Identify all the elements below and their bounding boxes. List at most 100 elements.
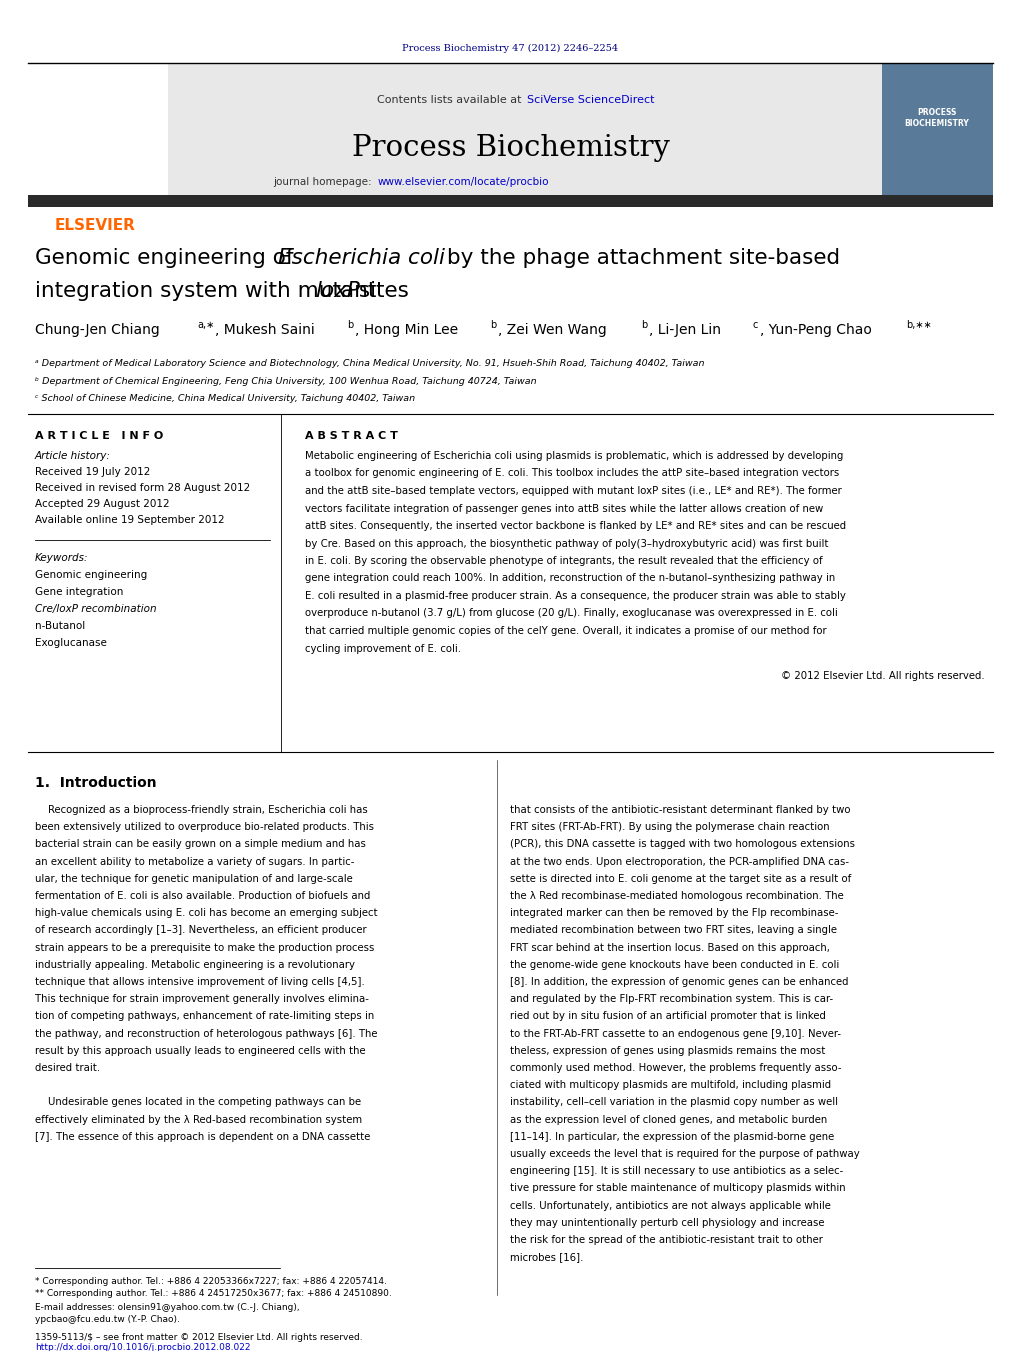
Text: Escherichia coli: Escherichia coli	[278, 249, 445, 267]
Text: the genome-wide gene knockouts have been conducted in E. coli: the genome-wide gene knockouts have been…	[510, 959, 839, 970]
Bar	[28, 63, 168, 195]
Text: Metabolic engineering of Escherichia coli using plasmids is problematic, which i: Metabolic engineering of Escherichia col…	[305, 451, 843, 461]
Text: bacterial strain can be easily grown on a simple medium and has: bacterial strain can be easily grown on …	[35, 839, 366, 850]
Text: Genomic engineering of: Genomic engineering of	[35, 249, 300, 267]
Text: a toolbox for genomic engineering of E. coli. This toolbox includes the attP sit: a toolbox for genomic engineering of E. …	[305, 469, 839, 478]
Text: fermentation of E. coli is also available. Production of biofuels and: fermentation of E. coli is also availabl…	[35, 892, 371, 901]
Text: b: b	[641, 320, 647, 330]
Text: integrated marker can then be removed by the Flp recombinase-: integrated marker can then be removed by…	[510, 908, 838, 919]
Text: b: b	[347, 320, 353, 330]
Text: FRT sites (FRT-Ab-FRT). By using the polymerase chain reaction: FRT sites (FRT-Ab-FRT). By using the pol…	[510, 823, 830, 832]
Text: engineering [15]. It is still necessary to use antibiotics as a selec-: engineering [15]. It is still necessary …	[510, 1166, 843, 1177]
Text: desired trait.: desired trait.	[35, 1063, 100, 1073]
Text: ᵃ Department of Medical Laboratory Science and Biotechnology, China Medical Univ: ᵃ Department of Medical Laboratory Scien…	[35, 358, 704, 367]
Text: journal homepage:: journal homepage:	[274, 177, 375, 186]
Text: a,∗: a,∗	[197, 320, 214, 330]
Text: Process Biochemistry 47 (2012) 2246–2254: Process Biochemistry 47 (2012) 2246–2254	[402, 43, 619, 53]
Text: Article history:: Article history:	[35, 451, 111, 461]
Text: strain appears to be a prerequisite to make the production process: strain appears to be a prerequisite to m…	[35, 943, 375, 952]
Text: This technique for strain improvement generally involves elimina-: This technique for strain improvement ge…	[35, 994, 369, 1004]
Text: , Mukesh Saini: , Mukesh Saini	[215, 323, 314, 336]
Text: b,∗∗: b,∗∗	[906, 320, 931, 330]
Text: SciVerse ScienceDirect: SciVerse ScienceDirect	[527, 95, 654, 105]
Text: been extensively utilized to overproduce bio-related products. This: been extensively utilized to overproduce…	[35, 823, 374, 832]
Text: Chung-Jen Chiang: Chung-Jen Chiang	[35, 323, 159, 336]
Text: usually exceeds the level that is required for the purpose of pathway: usually exceeds the level that is requir…	[510, 1148, 860, 1159]
Text: at the two ends. Upon electroporation, the PCR-amplified DNA cas-: at the two ends. Upon electroporation, t…	[510, 857, 849, 866]
Text: Cre/loxP recombination: Cre/loxP recombination	[35, 604, 156, 613]
Text: in E. coli. By scoring the observable phenotype of integrants, the result reveal: in E. coli. By scoring the observable ph…	[305, 557, 823, 566]
Text: [11–14]. In particular, the expression of the plasmid-borne gene: [11–14]. In particular, the expression o…	[510, 1132, 834, 1142]
Text: ᶜ School of Chinese Medicine, China Medical University, Taichung 40402, Taiwan: ᶜ School of Chinese Medicine, China Medi…	[35, 394, 416, 404]
Text: , Li-Jen Lin: , Li-Jen Lin	[649, 323, 721, 336]
Text: 1359-5113/$ – see front matter © 2012 Elsevier Ltd. All rights reserved.: 1359-5113/$ – see front matter © 2012 El…	[35, 1332, 362, 1342]
Text: (PCR), this DNA cassette is tagged with two homologous extensions: (PCR), this DNA cassette is tagged with …	[510, 839, 855, 850]
Text: ciated with multicopy plasmids are multifold, including plasmid: ciated with multicopy plasmids are multi…	[510, 1081, 831, 1090]
Text: to the FRT-Ab-FRT cassette to an endogenous gene [9,10]. Never-: to the FRT-Ab-FRT cassette to an endogen…	[510, 1028, 841, 1039]
Text: ELSEVIER: ELSEVIER	[54, 218, 136, 232]
Text: mediated recombination between two FRT sites, leaving a single: mediated recombination between two FRT s…	[510, 925, 837, 935]
Text: commonly used method. However, the problems frequently asso-: commonly used method. However, the probl…	[510, 1063, 841, 1073]
Text: that carried multiple genomic copies of the celY gene. Overall, it indicates a p: that carried multiple genomic copies of …	[305, 626, 827, 636]
Text: , Zei Wen Wang: , Zei Wen Wang	[498, 323, 606, 336]
Text: sites: sites	[352, 281, 408, 301]
Text: ** Corresponding author. Tel.: +886 4 24517250x3677; fax: +886 4 24510890.: ** Corresponding author. Tel.: +886 4 24…	[35, 1289, 392, 1298]
Text: the pathway, and reconstruction of heterologous pathways [6]. The: the pathway, and reconstruction of heter…	[35, 1028, 378, 1039]
Text: vectors facilitate integration of passenger genes into attB sites while the latt: vectors facilitate integration of passen…	[305, 504, 823, 513]
Text: ᵇ Department of Chemical Engineering, Feng Chia University, 100 Wenhua Road, Tai: ᵇ Department of Chemical Engineering, Fe…	[35, 377, 537, 385]
Text: Recognized as a bioprocess-friendly strain, Escherichia coli has: Recognized as a bioprocess-friendly stra…	[35, 805, 368, 815]
Text: Keywords:: Keywords:	[35, 553, 89, 563]
Text: E. coli resulted in a plasmid-free producer strain. As a consequence, the produc: E. coli resulted in a plasmid-free produ…	[305, 590, 845, 601]
Text: result by this approach usually leads to engineered cells with the: result by this approach usually leads to…	[35, 1046, 366, 1055]
Text: instability, cell–cell variation in the plasmid copy number as well: instability, cell–cell variation in the …	[510, 1097, 838, 1108]
Text: attB sites. Consequently, the inserted vector backbone is flanked by LE* and RE*: attB sites. Consequently, the inserted v…	[305, 521, 846, 531]
Text: Process Biochemistry: Process Biochemistry	[351, 134, 670, 162]
Text: Contents lists available at: Contents lists available at	[377, 95, 525, 105]
Text: Received in revised form 28 August 2012: Received in revised form 28 August 2012	[35, 484, 250, 493]
Text: n-Butanol: n-Butanol	[35, 621, 85, 631]
Text: Exoglucanase: Exoglucanase	[35, 638, 107, 648]
Text: E-mail addresses: olensin91@yahoo.com.tw (C.-J. Chiang),: E-mail addresses: olensin91@yahoo.com.tw…	[35, 1302, 299, 1312]
Text: the λ Red recombinase-mediated homologous recombination. The: the λ Red recombinase-mediated homologou…	[510, 892, 843, 901]
Text: Undesirable genes located in the competing pathways can be: Undesirable genes located in the competi…	[35, 1097, 361, 1108]
Text: and the attB site–based template vectors, equipped with mutant loxP sites (i.e.,: and the attB site–based template vectors…	[305, 486, 841, 496]
Text: Genomic engineering: Genomic engineering	[35, 570, 147, 580]
Text: integration system with mutant: integration system with mutant	[35, 281, 383, 301]
Text: Gene integration: Gene integration	[35, 586, 124, 597]
Text: microbes [16].: microbes [16].	[510, 1252, 583, 1262]
Text: http://dx.doi.org/10.1016/j.procbio.2012.08.022: http://dx.doi.org/10.1016/j.procbio.2012…	[35, 1343, 250, 1351]
Text: 1.  Introduction: 1. Introduction	[35, 775, 156, 790]
Text: tive pressure for stable maintenance of multicopy plasmids within: tive pressure for stable maintenance of …	[510, 1183, 845, 1193]
Text: , Hong Min Lee: , Hong Min Lee	[355, 323, 458, 336]
Text: b: b	[490, 320, 496, 330]
Text: of research accordingly [1–3]. Nevertheless, an efficient producer: of research accordingly [1–3]. Neverthel…	[35, 925, 367, 935]
Text: FRT scar behind at the insertion locus. Based on this approach,: FRT scar behind at the insertion locus. …	[510, 943, 830, 952]
Text: theless, expression of genes using plasmids remains the most: theless, expression of genes using plasm…	[510, 1046, 825, 1055]
Text: high-value chemicals using E. coli has become an emerging subject: high-value chemicals using E. coli has b…	[35, 908, 378, 919]
Text: and regulated by the Flp-FRT recombination system. This is car-: and regulated by the Flp-FRT recombinati…	[510, 994, 833, 1004]
Text: Accepted 29 August 2012: Accepted 29 August 2012	[35, 499, 169, 509]
Text: A R T I C L E   I N F O: A R T I C L E I N F O	[35, 431, 163, 440]
Bar	[168, 63, 882, 195]
Text: sette is directed into E. coli genome at the target site as a result of: sette is directed into E. coli genome at…	[510, 874, 852, 884]
Text: they may unintentionally perturb cell physiology and increase: they may unintentionally perturb cell ph…	[510, 1217, 825, 1228]
Bar	[28, 195, 993, 207]
Text: industrially appealing. Metabolic engineering is a revolutionary: industrially appealing. Metabolic engine…	[35, 959, 355, 970]
Text: tion of competing pathways, enhancement of rate-limiting steps in: tion of competing pathways, enhancement …	[35, 1012, 375, 1021]
Text: Available online 19 September 2012: Available online 19 September 2012	[35, 515, 225, 526]
Text: [8]. In addition, the expression of genomic genes can be enhanced: [8]. In addition, the expression of geno…	[510, 977, 848, 988]
Text: as the expression level of cloned genes, and metabolic burden: as the expression level of cloned genes,…	[510, 1115, 827, 1124]
Text: ried out by in situ fusion of an artificial promoter that is linked: ried out by in situ fusion of an artific…	[510, 1012, 826, 1021]
Text: gene integration could reach 100%. In addition, reconstruction of the n-butanol–: gene integration could reach 100%. In ad…	[305, 574, 835, 584]
Text: Received 19 July 2012: Received 19 July 2012	[35, 467, 150, 477]
Text: overproduce n-butanol (3.7 g/L) from glucose (20 g/L). Finally, exoglucanase was: overproduce n-butanol (3.7 g/L) from glu…	[305, 608, 838, 619]
Text: A B S T R A C T: A B S T R A C T	[305, 431, 398, 440]
Bar	[882, 63, 993, 195]
Text: [7]. The essence of this approach is dependent on a DNA cassette: [7]. The essence of this approach is dep…	[35, 1132, 371, 1142]
Text: © 2012 Elsevier Ltd. All rights reserved.: © 2012 Elsevier Ltd. All rights reserved…	[781, 671, 985, 681]
Text: ypcbao@fcu.edu.tw (Y.-P. Chao).: ypcbao@fcu.edu.tw (Y.-P. Chao).	[35, 1316, 180, 1324]
Text: c: c	[752, 320, 758, 330]
Text: * Corresponding author. Tel.: +886 4 22053366x7227; fax: +886 4 22057414.: * Corresponding author. Tel.: +886 4 220…	[35, 1277, 387, 1286]
Text: , Yun-Peng Chao: , Yun-Peng Chao	[760, 323, 872, 336]
Text: PROCESS
BIOCHEMISTRY: PROCESS BIOCHEMISTRY	[905, 108, 969, 128]
